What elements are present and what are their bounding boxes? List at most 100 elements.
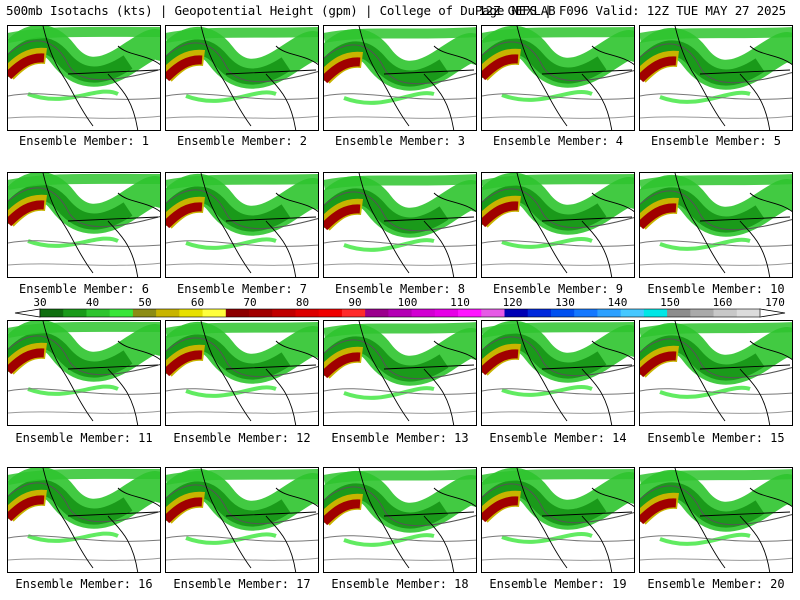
ensemble-panel: [7, 25, 161, 131]
panel-caption: Ensemble Member: 10: [647, 282, 785, 296]
wind-map-icon: [482, 321, 634, 425]
colorbar-swatch: [272, 309, 296, 317]
colorbar-swatch: [202, 309, 227, 317]
map-header: 500mb Isotachs (kts) | Geopotential Heig…: [6, 3, 796, 19]
ensemble-panel: [323, 172, 477, 278]
colorbar-swatch: [63, 309, 87, 317]
colorbar-swatch: [225, 309, 250, 317]
wind-map-icon: [324, 321, 476, 425]
panel-caption: Ensemble Member: 2: [176, 134, 308, 148]
wind-map-icon: [166, 173, 318, 277]
wind-map-icon: [8, 468, 160, 572]
panel-caption: Ensemble Member: 14: [489, 431, 627, 445]
colorbar-swatch: [458, 309, 482, 317]
ensemble-panel: [481, 25, 635, 131]
colorbar-tick-label: 150: [660, 296, 680, 309]
colorbar-swatch: [643, 309, 668, 317]
ensemble-panel: [165, 320, 319, 426]
colorbar-swatch: [736, 309, 761, 317]
panel-caption: Ensemble Member: 8: [334, 282, 466, 296]
panel-caption: Ensemble Member: 5: [650, 134, 782, 148]
wind-map-icon: [8, 173, 160, 277]
colorbar-swatch: [249, 309, 273, 317]
ensemble-panel: [639, 467, 793, 573]
wind-map-icon: [8, 321, 160, 425]
colorbar-swatch: [690, 309, 715, 317]
isotach-colorbar: 30 40 50 60 70 80 90 100 110 120 130 140 150 160 170: [14, 296, 786, 318]
panel-caption: Ensemble Member: 19: [489, 577, 627, 591]
wind-map-icon: [482, 26, 634, 130]
panel-caption: Ensemble Member: 4: [492, 134, 624, 148]
colorbar-swatch: [388, 309, 413, 317]
colorbar-swatch: [156, 309, 180, 317]
header-title: 500mb Isotachs (kts) | Geopotential Heig…: [6, 3, 556, 18]
colorbar-tick-label: 30: [33, 296, 46, 309]
panel-caption: Ensemble Member: 17: [173, 577, 311, 591]
ensemble-panel: [323, 467, 477, 573]
colorbar-tick-label: 130: [555, 296, 575, 309]
panel-caption: Ensemble Member: 18: [331, 577, 469, 591]
wind-map-icon: [640, 26, 792, 130]
ensemble-panel: [165, 467, 319, 573]
colorbar-tick-label: 120: [503, 296, 523, 309]
panel-caption: Ensemble Member: 3: [334, 134, 466, 148]
colorbar-tick-label: 170: [765, 296, 785, 309]
wind-map-icon: [640, 468, 792, 572]
wind-map-icon: [8, 26, 160, 130]
colorbar-swatch: [713, 309, 738, 317]
ensemble-panel: [7, 172, 161, 278]
ensemble-panel: [639, 172, 793, 278]
panel-caption: Ensemble Member: 1: [18, 134, 150, 148]
colorbar-swatch: [40, 309, 64, 317]
colorbar-swatch: [481, 309, 506, 317]
colorbar-tick-label: 60: [191, 296, 204, 309]
colorbar-swatch: [132, 309, 157, 317]
ensemble-panel: [323, 25, 477, 131]
ensemble-panel: [639, 25, 793, 131]
colorbar-swatch: [667, 309, 691, 317]
colorbar-swatch: [179, 309, 204, 317]
ensemble-panel: [481, 172, 635, 278]
colorbar-tick-label: 80: [296, 296, 309, 309]
colorbar-tick-label: 100: [398, 296, 418, 309]
colorbar-swatch: [86, 309, 111, 317]
wind-map-icon: [166, 26, 318, 130]
panel-caption: Ensemble Member: 9: [492, 282, 624, 296]
colorbar-tick-label: 40: [86, 296, 99, 309]
panel-caption: Ensemble Member: 12: [173, 431, 311, 445]
colorbar-swatch: [365, 309, 389, 317]
colorbar-tick-label: 110: [450, 296, 470, 309]
colorbar-tick-label: 90: [348, 296, 361, 309]
ensemble-panel: [481, 320, 635, 426]
wind-map-icon: [640, 173, 792, 277]
colorbar-tick-label: 140: [608, 296, 628, 309]
colorbar-tick-label: 70: [243, 296, 256, 309]
colorbar-left-arrow-icon: [14, 308, 41, 318]
colorbar-swatch: [527, 309, 552, 317]
colorbar-swatch: [341, 309, 366, 317]
colorbar-swatch: [411, 309, 436, 317]
ensemble-panel: [639, 320, 793, 426]
panel-caption: Ensemble Member: 7: [176, 282, 308, 296]
panel-caption: Ensemble Member: 13: [331, 431, 469, 445]
panel-caption: Ensemble Member: 11: [15, 431, 153, 445]
panel-caption: Ensemble Member: 16: [15, 577, 153, 591]
colorbar-swatch: [109, 309, 134, 317]
colorbar-swatch: [620, 309, 645, 317]
panel-caption: Ensemble Member: 20: [647, 577, 785, 591]
ensemble-panel: [7, 320, 161, 426]
colorbar-swatch: [597, 309, 622, 317]
colorbar-swatch: [550, 309, 575, 317]
wind-map-icon: [482, 173, 634, 277]
colorbar-tick-label: 50: [138, 296, 151, 309]
colorbar-swatch: [318, 309, 343, 317]
panel-caption: Ensemble Member: 15: [647, 431, 785, 445]
ensemble-panel: [165, 172, 319, 278]
header-run-info: 12Z GEFS | F096 Valid: 12Z TUE MAY 27 20…: [478, 3, 786, 18]
colorbar-right-arrow-icon: [759, 308, 786, 318]
wind-map-icon: [324, 468, 476, 572]
colorbar-swatch: [434, 309, 459, 317]
colorbar-tick-label: 160: [713, 296, 733, 309]
wind-map-icon: [640, 321, 792, 425]
wind-map-icon: [324, 26, 476, 130]
